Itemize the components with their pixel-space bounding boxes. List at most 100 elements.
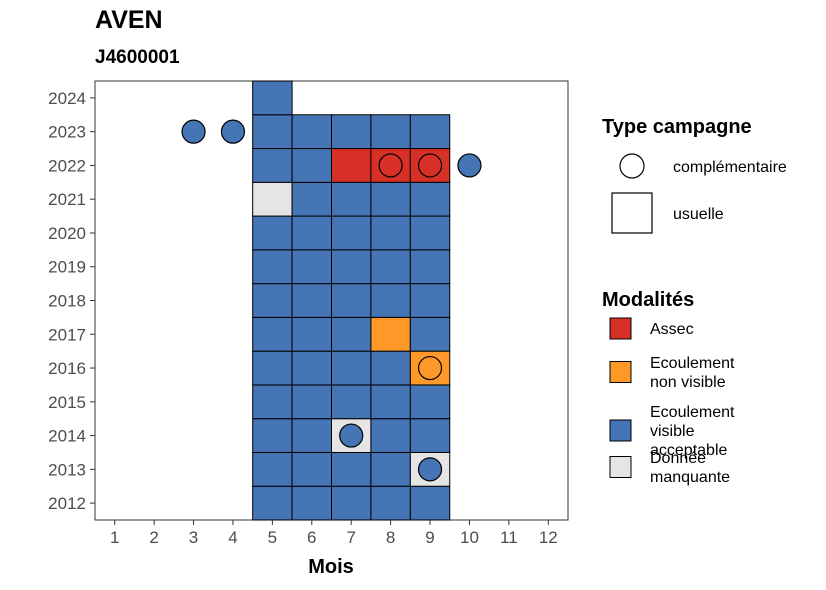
tile [370, 418, 411, 453]
y-tick-label: 2020 [48, 224, 86, 243]
point [181, 119, 206, 144]
tile [331, 485, 372, 521]
tile [252, 80, 293, 116]
tile [252, 148, 293, 183]
tile [291, 316, 333, 352]
tile [331, 316, 372, 352]
legend-label: non visible [650, 374, 726, 391]
tile [252, 418, 293, 453]
tile [291, 350, 333, 386]
tile [409, 283, 451, 318]
legend-label: Donnée [650, 450, 706, 467]
tile [331, 283, 372, 318]
legend-modalites: Modalités Assec Ecoulement non visible Ecou… [602, 289, 735, 486]
tile [370, 114, 411, 150]
y-tick-label: 2019 [48, 258, 86, 277]
point [417, 355, 443, 381]
legend-type-usuelle: usuelle [673, 206, 724, 223]
legend-swatch [609, 361, 632, 383]
y-tick-label: 2017 [48, 325, 86, 344]
x-tick-label: 11 [500, 528, 518, 547]
y-axis: 2012 2013 2014 2015 2016 2017 2018 2019 2020 2021… [48, 89, 95, 513]
y-tick-label: 2016 [48, 359, 86, 378]
points-layer [181, 119, 482, 482]
chart-subtitle: J4600001 [95, 47, 180, 68]
x-tick-label: 6 [307, 528, 316, 547]
tiles-layer [252, 80, 451, 521]
tile [409, 316, 451, 352]
point [378, 153, 403, 178]
tile [331, 215, 372, 251]
y-tick-label: 2014 [48, 427, 86, 446]
legend-swatch [609, 317, 632, 340]
y-tick-label: 2024 [48, 89, 86, 108]
tile [331, 148, 372, 183]
tile [331, 384, 372, 420]
legend-type-title: Type campagne [602, 116, 752, 138]
tile [252, 485, 293, 521]
point [339, 423, 364, 448]
tile [252, 384, 293, 420]
tile [331, 114, 372, 150]
legend-label: Ecoulement [650, 404, 735, 421]
legend-type-campagne: Type campagne complémentaire usuelle [602, 116, 787, 234]
tile [370, 283, 411, 318]
x-tick-label: 1 [110, 528, 119, 547]
legend-square-icon [611, 192, 653, 234]
legend-modalites-title: Modalités [602, 289, 694, 311]
tile [291, 181, 333, 217]
tile [291, 283, 333, 318]
tile [291, 451, 333, 487]
tile [331, 350, 372, 386]
legend-swatch [609, 419, 632, 442]
x-tick-label: 5 [268, 528, 277, 547]
tile [252, 249, 293, 285]
tile [409, 215, 451, 251]
tile [370, 485, 411, 521]
tile [291, 485, 333, 521]
tile [409, 114, 451, 150]
point [417, 153, 443, 178]
tile [409, 485, 451, 521]
y-tick-label: 2012 [48, 494, 86, 513]
tile [252, 114, 293, 150]
y-tick-label: 2013 [48, 460, 86, 479]
tile [370, 384, 411, 420]
tile [291, 215, 333, 251]
tile [370, 451, 411, 487]
tile [252, 215, 293, 251]
x-tick-label: 3 [189, 528, 198, 547]
x-tick-label: 7 [346, 528, 355, 547]
tile [370, 316, 411, 352]
tile [291, 249, 333, 285]
x-tick-label: 9 [425, 528, 434, 547]
x-tick-label: 12 [539, 528, 558, 547]
chart-title: AVEN [95, 6, 163, 34]
legend-label: manquante [650, 469, 730, 486]
tile [252, 350, 293, 386]
y-tick-label: 2023 [48, 123, 86, 142]
y-tick-label: 2015 [48, 393, 86, 412]
y-tick-label: 2018 [48, 292, 86, 311]
tile [252, 181, 293, 217]
legend-circle-icon [619, 153, 645, 179]
y-tick-label: 2022 [48, 156, 86, 175]
x-tick-label: 8 [386, 528, 395, 547]
legend-type-complementaire: complémentaire [673, 159, 787, 176]
y-tick-label: 2021 [48, 190, 86, 209]
tile [370, 215, 411, 251]
tile [331, 451, 372, 487]
x-axis: 1 2 3 4 5 6 7 8 9 10 11 12 [110, 520, 558, 547]
point [220, 119, 246, 144]
tile [252, 283, 293, 318]
legend-label: visible [650, 423, 695, 440]
x-tick-label: 10 [460, 528, 479, 547]
tile [409, 384, 451, 420]
legend-swatch [609, 456, 632, 478]
x-tick-label: 2 [149, 528, 158, 547]
legend-label: Ecoulement [650, 355, 735, 372]
tile [370, 181, 411, 217]
x-axis-title: Mois [308, 556, 354, 578]
legend-label: Assec [650, 321, 694, 338]
